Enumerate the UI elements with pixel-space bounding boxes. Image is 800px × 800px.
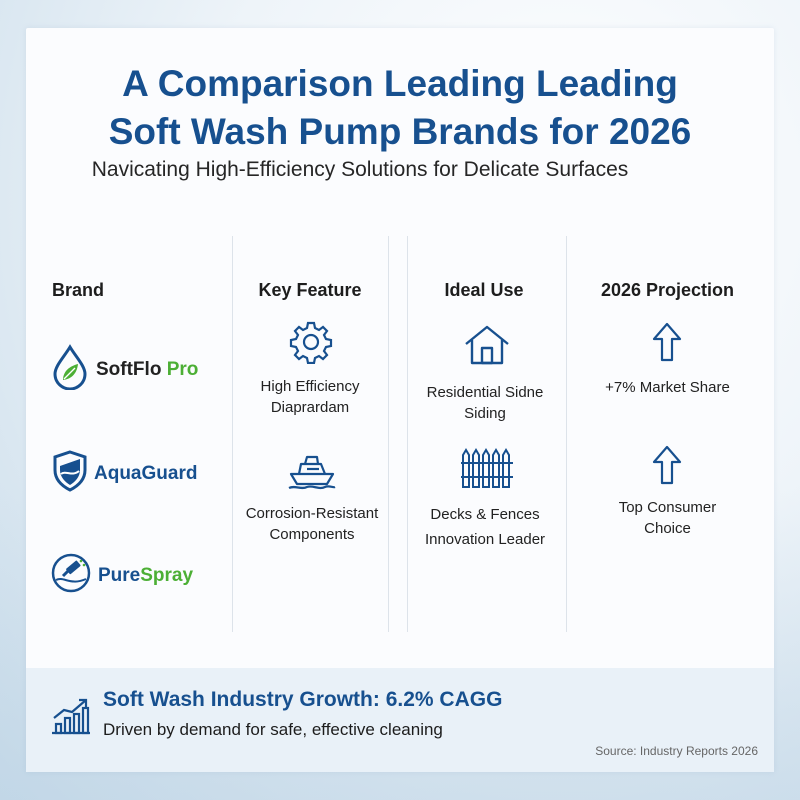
- projection-cell: +7% Market Share: [605, 379, 730, 396]
- arrow-up-icon: [652, 445, 682, 490]
- column-header-use: Ideal Use: [444, 280, 524, 300]
- brand-name: AquaGuard: [94, 462, 198, 484]
- banner-subtitle: Driven by demand for safe, effective cle…: [103, 720, 443, 739]
- fence-icon: [460, 445, 514, 494]
- house-icon: [463, 324, 511, 371]
- gear-icon: [289, 320, 333, 369]
- content-card: [26, 28, 774, 772]
- brand-name: SoftFlo Pro: [96, 358, 199, 380]
- use-cell: Residential Sidne Siding: [426, 384, 544, 422]
- growth-chart-icon: [50, 696, 92, 741]
- column-divider: [407, 236, 408, 632]
- use-cell: Decks & Fences Innovation Leader: [424, 506, 546, 548]
- title-line-1: A Comparison Leading Leading: [122, 63, 678, 104]
- source-note: Source: Industry Reports 2026: [595, 744, 758, 758]
- column-header-brand: Brand: [52, 280, 105, 300]
- column-divider: [566, 236, 567, 632]
- page-subtitle: Navicating High-Efficiency Solutions for…: [91, 158, 629, 181]
- growth-banner: [26, 668, 774, 772]
- brand-aquaguard: AquaGuard: [52, 450, 197, 497]
- page-title: A Comparison Leading Leading Soft Wash P…: [0, 60, 800, 156]
- feature-cell: High Efficiency Diaprardam: [260, 378, 360, 416]
- brand-purespray: PureSpray: [50, 552, 193, 599]
- banner-title: Soft Wash Industry Growth: 6.2% CAGG: [103, 688, 503, 711]
- projection-cell: Top Consumer Choice: [618, 499, 717, 537]
- title-line-2: Soft Wash Pump Brands for 2026: [108, 111, 692, 152]
- spray-nozzle-icon: [50, 552, 92, 599]
- shield-wave-icon: [52, 450, 88, 497]
- brand-softflo: SoftFlo Pro: [50, 344, 198, 395]
- column-divider: [232, 236, 233, 632]
- column-header-projection: 2026 Projection: [600, 280, 735, 300]
- arrow-up-icon: [652, 322, 682, 367]
- feature-cell: Corrosion-Resistant Components: [245, 505, 379, 543]
- column-divider: [388, 236, 389, 632]
- water-drop-leaf-icon: [50, 344, 90, 395]
- brand-name: PureSpray: [98, 564, 194, 586]
- column-header-feature: Key Feature: [258, 280, 362, 300]
- boat-icon: [287, 452, 337, 495]
